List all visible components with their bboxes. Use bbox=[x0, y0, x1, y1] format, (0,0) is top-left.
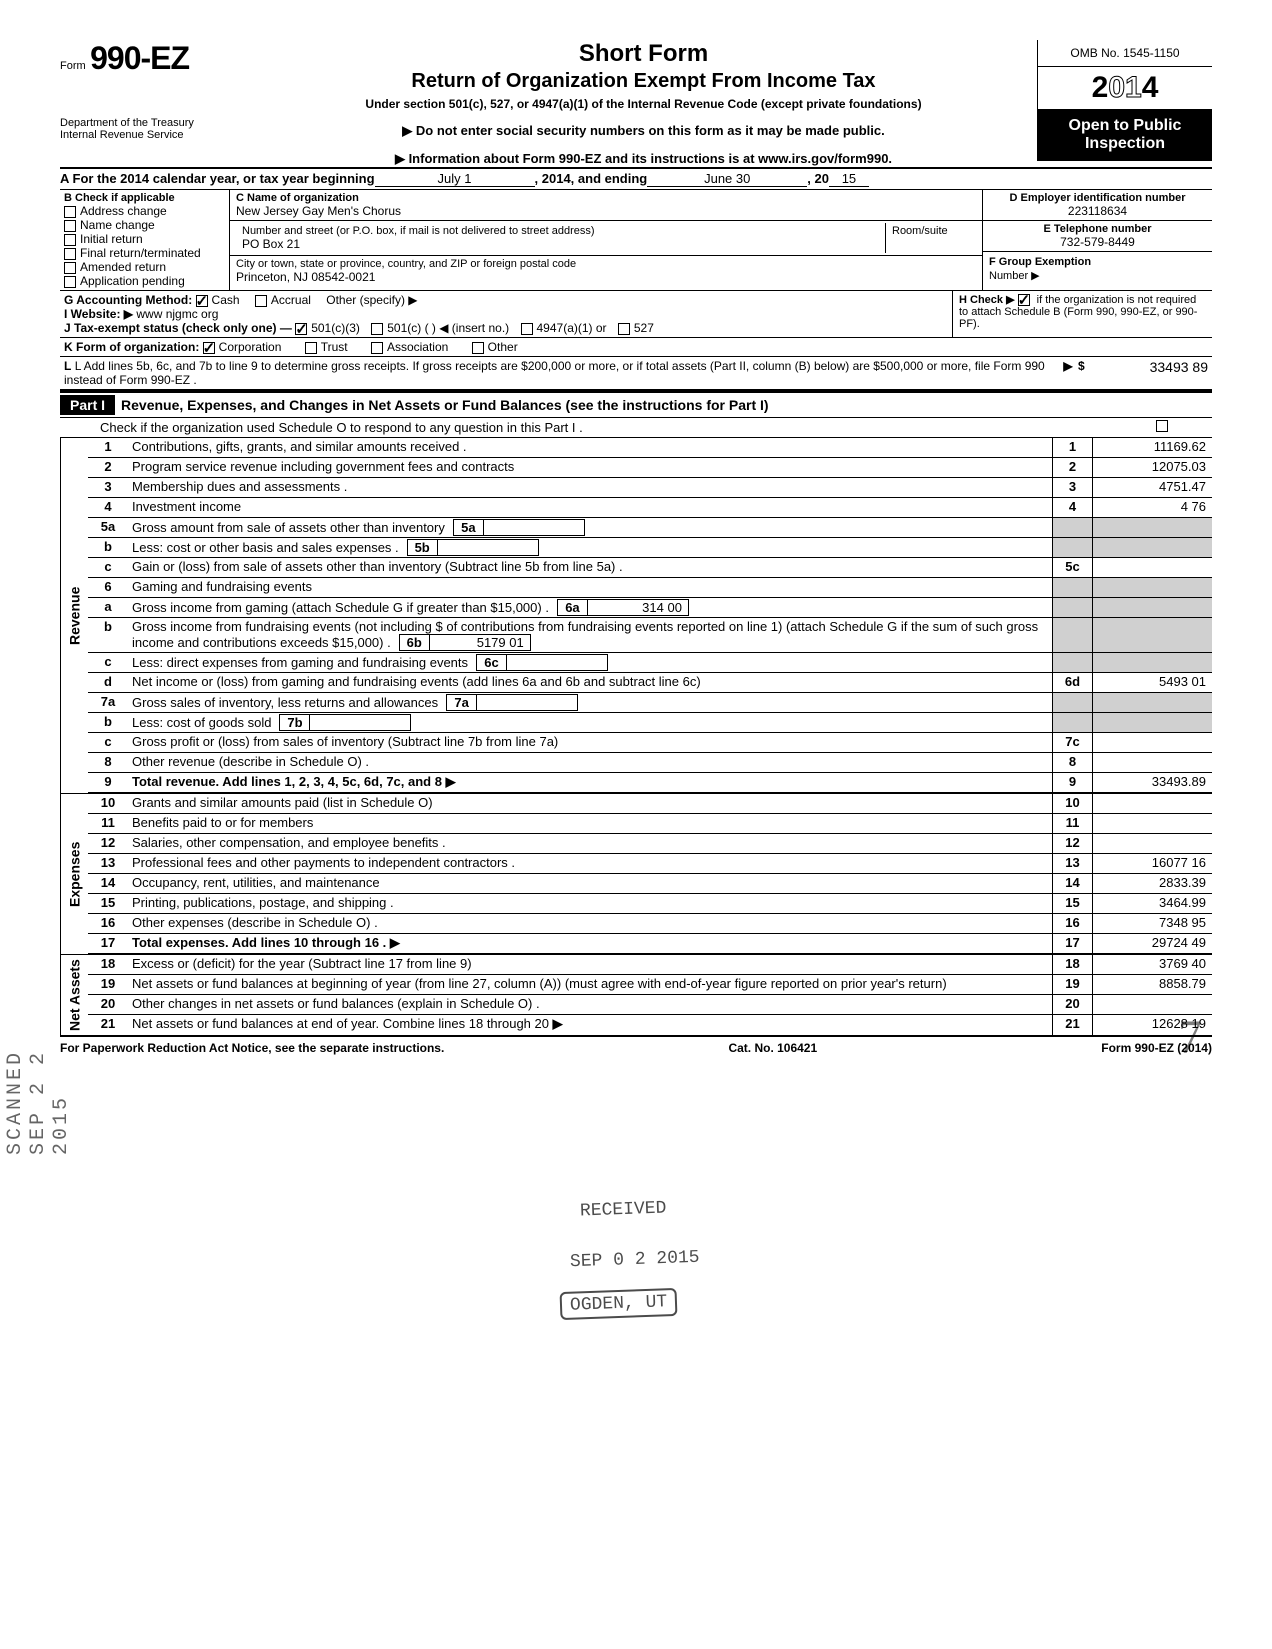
open-to-public: Open to Public Inspection bbox=[1038, 109, 1212, 161]
line-6d-val: 5493 01 bbox=[1092, 673, 1212, 692]
org-address: PO Box 21 bbox=[242, 237, 879, 251]
line-9-val: 33493.89 bbox=[1092, 773, 1212, 792]
line-17-val: 29724 49 bbox=[1092, 934, 1212, 953]
col-b-check: B Check if applicable Address change Nam… bbox=[60, 190, 230, 290]
dept-irs: Internal Revenue Service bbox=[60, 129, 250, 141]
cb-527[interactable] bbox=[618, 323, 630, 335]
subtitle: Return of Organization Exempt From Incom… bbox=[260, 70, 1027, 93]
cb-cash[interactable] bbox=[196, 295, 208, 307]
expenses-label: Expenses bbox=[60, 794, 88, 954]
line-6b-val: 5179 01 bbox=[430, 635, 530, 650]
cb-corporation[interactable] bbox=[203, 342, 215, 354]
line-13-val: 16077 16 bbox=[1092, 854, 1212, 873]
org-name: New Jersey Gay Men's Chorus bbox=[236, 204, 976, 218]
cb-association[interactable] bbox=[371, 342, 383, 354]
room-suite-label: Room/suite bbox=[886, 223, 976, 253]
tax-year: 2014 bbox=[1038, 67, 1212, 109]
cb-accrual[interactable] bbox=[255, 295, 267, 307]
cb-initial-return[interactable] bbox=[64, 234, 76, 246]
under-section: Under section 501(c), 527, or 4947(a)(1)… bbox=[260, 97, 1027, 111]
cb-application-pending[interactable] bbox=[64, 276, 76, 288]
info-note: ▶ Information about Form 990-EZ and its … bbox=[260, 151, 1027, 167]
row-a-tax-year: A For the 2014 calendar year, or tax yea… bbox=[60, 169, 1212, 190]
line-18-val: 3769 40 bbox=[1092, 955, 1212, 974]
title-short-form: Short Form bbox=[260, 40, 1027, 68]
line-16-val: 7348 95 bbox=[1092, 914, 1212, 933]
org-city: Princeton, NJ 08542-0021 bbox=[236, 270, 976, 284]
cb-schedule-b[interactable] bbox=[1018, 294, 1030, 306]
cb-501c[interactable] bbox=[371, 323, 383, 335]
begin-date: July 1 bbox=[375, 171, 535, 187]
cb-schedule-o[interactable] bbox=[1156, 420, 1168, 432]
gross-receipts: 33493 89 bbox=[1098, 359, 1208, 387]
cb-trust[interactable] bbox=[305, 342, 317, 354]
date-stamp: SEP 0 2 2015 bbox=[570, 1248, 700, 1273]
cb-name-change[interactable] bbox=[64, 220, 76, 232]
phone: 732-579-8449 bbox=[989, 235, 1206, 249]
ein: 223118634 bbox=[989, 204, 1206, 218]
line-4-val: 4 76 bbox=[1092, 498, 1212, 517]
cb-4947[interactable] bbox=[521, 323, 533, 335]
line-2-val: 12075.03 bbox=[1092, 458, 1212, 477]
line-19-val: 8858.79 bbox=[1092, 975, 1212, 994]
part-1-title: Revenue, Expenses, and Changes in Net As… bbox=[121, 397, 769, 413]
form-number: 990-EZ bbox=[90, 40, 189, 76]
paperwork-notice: For Paperwork Reduction Act Notice, see … bbox=[60, 1041, 444, 1055]
line-1-val: 11169.62 bbox=[1092, 438, 1212, 457]
omb-number: OMB No. 1545-1150 bbox=[1038, 40, 1212, 67]
end-date: June 30 bbox=[647, 171, 807, 187]
end-year: 15 bbox=[829, 171, 869, 187]
line-14-val: 2833.39 bbox=[1092, 874, 1212, 893]
cat-no: Cat. No. 106421 bbox=[728, 1041, 817, 1055]
received-stamp: RECEIVED bbox=[580, 1198, 667, 1221]
net-assets-label: Net Assets bbox=[60, 955, 88, 1035]
ogden-stamp: OGDEN, UT bbox=[560, 1288, 678, 1320]
page-number-handwritten: 7 bbox=[1178, 1010, 1202, 1065]
cb-address-change[interactable] bbox=[64, 206, 76, 218]
cb-501c3[interactable] bbox=[295, 323, 307, 335]
scanned-stamp: SCANNED SEP 2 2 2015 bbox=[4, 1050, 73, 1155]
revenue-label: Revenue bbox=[60, 438, 88, 793]
part-1-label: Part I bbox=[60, 395, 115, 415]
cb-amended-return[interactable] bbox=[64, 262, 76, 274]
form-prefix: Form bbox=[60, 60, 86, 72]
cb-final-return[interactable] bbox=[64, 248, 76, 260]
line-15-val: 3464.99 bbox=[1092, 894, 1212, 913]
cb-other-org[interactable] bbox=[472, 342, 484, 354]
line-6a-val: 314 00 bbox=[588, 600, 688, 615]
line-3-val: 4751.47 bbox=[1092, 478, 1212, 497]
dept-treasury: Department of the Treasury bbox=[60, 117, 250, 129]
ssn-note: ▶ Do not enter social security numbers o… bbox=[260, 123, 1027, 139]
form-header: Form 990-EZ Department of the Treasury I… bbox=[60, 40, 1212, 169]
